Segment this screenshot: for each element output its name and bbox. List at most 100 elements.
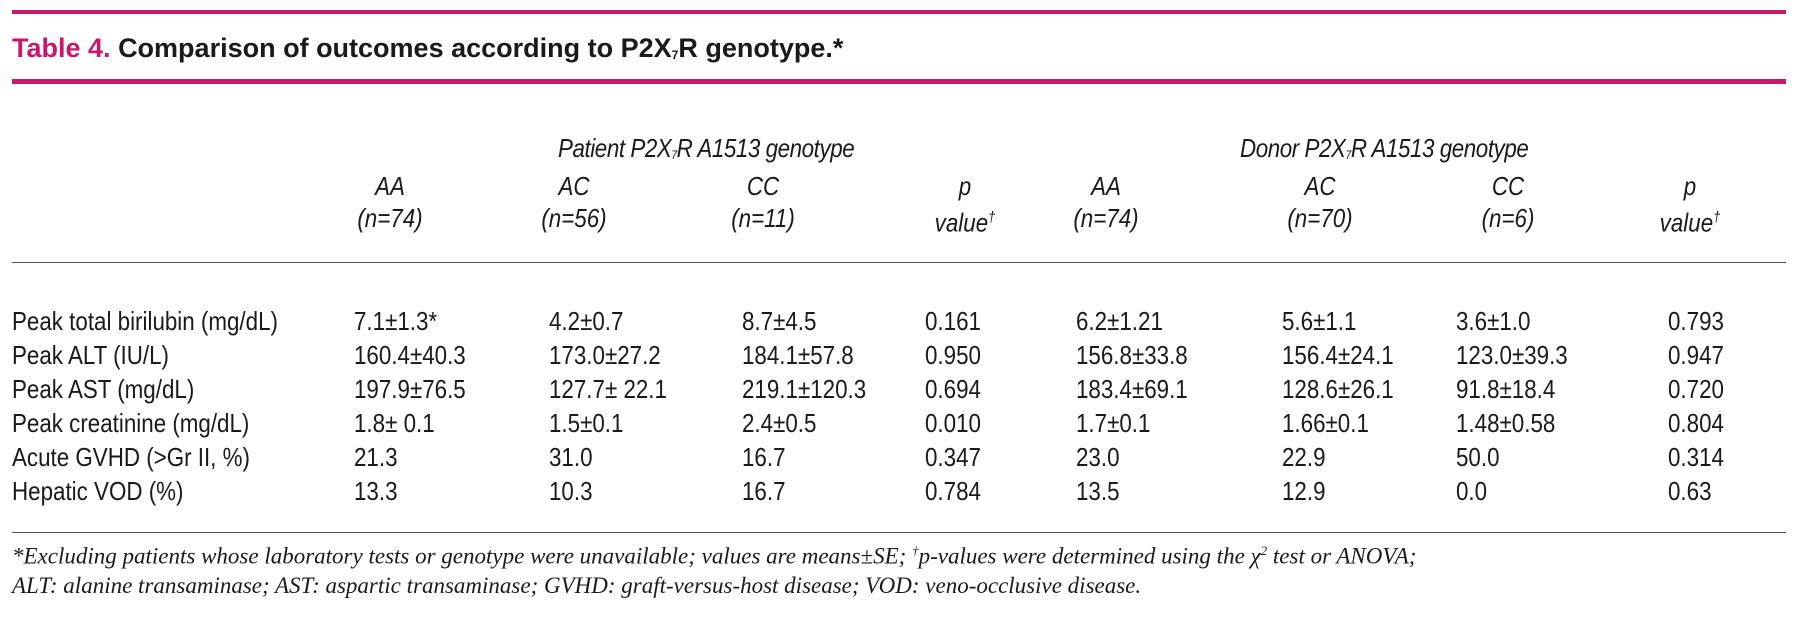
table-cell: 21.3 [354,442,398,472]
table-cell: 156.4±24.1 [1282,340,1394,370]
table-row: Hepatic VOD (%) 13.3 10.3 16.7 0.784 13.… [0,474,1800,508]
table-cell: 0.950 [925,340,981,370]
column-header-line: AA [1091,171,1121,201]
table-cell: 123.0±39.3 [1456,340,1568,370]
table-cell: 31.0 [549,442,593,472]
footnote-text: p-values were determined using the χ [918,543,1261,569]
table-title-subscript: 7 [671,48,679,62]
row-label: Peak total birilubin (mg/dL) [12,306,278,336]
column-header: AA (n=74) [1054,170,1157,234]
footer-rule [12,532,1786,533]
column-header: AC (n=56) [522,170,625,234]
column-header-line: (n=11) [731,203,795,233]
table-cell: 16.7 [742,476,786,506]
row-label: Peak AST (mg/dL) [12,374,195,404]
table-cell: 1.7±0.1 [1076,408,1151,438]
table-cell: 4.2±0.7 [549,306,624,336]
table-cell: 0.314 [1668,442,1724,472]
column-header: AC (n=70) [1268,170,1371,234]
table-cell: 7.1±1.3* [354,306,438,336]
footnote-text: *Excluding patients whose laboratory tes… [12,543,913,569]
row-label: Hepatic VOD (%) [12,476,184,506]
table-title: Table 4. Comparison of outcomes accordin… [12,33,843,64]
table-row: Peak total birilubin (mg/dL) 7.1±1.3* 4.… [0,304,1800,338]
column-header-line: p [958,171,972,201]
dagger-mark: † [988,209,996,226]
header-rule [12,262,1786,263]
table-cell: 6.2±1.21 [1076,306,1163,336]
column-header-p-value: p value† [922,170,1008,239]
table-row: Peak AST (mg/dL) 197.9±76.5 127.7± 22.1 … [0,372,1800,406]
table-cell: 16.7 [742,442,786,472]
column-header-line: (n=74) [357,203,423,233]
column-header: AA (n=74) [338,170,441,234]
group-header-subscript: 7 [1345,148,1352,162]
table-title-text-post: R genotype.* [678,33,844,63]
table-cell: 91.8±18.4 [1456,374,1556,404]
table-cell: 183.4±69.1 [1076,374,1188,404]
table-cell: 0.784 [925,476,981,506]
group-header-subscript: 7 [671,148,677,162]
table-cell: 8.7±4.5 [742,306,817,336]
table-cell: 13.5 [1076,476,1120,506]
table-cell: 0.161 [925,306,981,336]
table-cell: 0.694 [925,374,981,404]
table-cell: 3.6±1.0 [1456,306,1531,336]
column-header-line: (n=74) [1073,203,1139,233]
footnote-line-1: *Excluding patients whose laboratory tes… [12,543,1416,570]
table-cell: 128.6±26.1 [1282,374,1394,404]
table-title-text-pre: Comparison of outcomes according to P2X [118,33,672,63]
group-header-text: Patient P2X [558,133,672,163]
table-cell: 0.010 [925,408,981,438]
table-cell: 156.8±33.8 [1076,340,1188,370]
table-cell: 1.8± 0.1 [354,408,435,438]
table-cell: 0.804 [1668,408,1724,438]
column-header-line: AC [1304,171,1336,201]
table-cell: 13.3 [354,476,398,506]
table-cell: 2.4±0.5 [742,408,817,438]
table-cell: 0.720 [1668,374,1724,404]
column-header-line: value [934,207,989,238]
group-header-text: R A1513 genotype [1350,133,1529,163]
column-header-line: p [1683,171,1697,201]
column-header: CC (n=6) [1456,170,1559,234]
table-cell: 10.3 [549,476,593,506]
table-cell: 184.1±57.8 [742,340,854,370]
column-header-line: AC [558,171,590,201]
footnote-text: test or ANOVA; [1267,543,1417,569]
footnote-line-2: ALT: alanine transaminase; AST: aspartic… [12,573,1142,598]
group-header-text: R A1513 genotype [676,133,855,163]
table-cell: 197.9±76.5 [354,374,466,404]
superscript: 2 [1260,543,1268,558]
table-cell: 1.66±0.1 [1282,408,1369,438]
column-header-line: (n=70) [1287,203,1353,233]
table-cell: 173.0±27.2 [549,340,661,370]
table-cell: 0.793 [1668,306,1724,336]
title-top-rule [12,10,1786,14]
column-header-line: value [1659,207,1714,238]
table-cell: 1.5±0.1 [549,408,624,438]
patient-genotype-group-header: Patient P2X7R A1513 genotype [558,133,855,164]
table-cell: 0.63 [1668,476,1712,506]
table-cell: 22.9 [1282,442,1326,472]
row-label: Peak ALT (IU/L) [12,340,170,370]
table-row: Peak creatinine (mg/dL) 1.8± 0.1 1.5±0.1… [0,406,1800,440]
table-label: Table 4. [12,33,111,63]
column-header: CC (n=11) [711,170,814,234]
table-cell: 160.4±40.3 [354,340,466,370]
column-header-line: AA [375,171,405,201]
column-header-line: CC [1491,171,1525,201]
dagger-mark: † [912,543,919,558]
table-row: Acute GVHD (>Gr II, %) 21.3 31.0 16.7 0.… [0,440,1800,474]
table-cell: 23.0 [1076,442,1120,472]
title-bottom-rule [12,79,1786,84]
table-row: Peak ALT (IU/L) 160.4±40.3 173.0±27.2 18… [0,338,1800,372]
table-cell: 0.0 [1456,476,1488,506]
table-cell: 12.9 [1282,476,1326,506]
column-header-line: CC [746,171,780,201]
column-header-p-value: p value† [1647,170,1733,239]
table-cell: 5.6±1.1 [1282,306,1357,336]
row-label: Peak creatinine (mg/dL) [12,408,250,438]
group-header-text: Donor P2X [1240,133,1346,163]
row-label: Acute GVHD (>Gr II, %) [12,442,250,472]
